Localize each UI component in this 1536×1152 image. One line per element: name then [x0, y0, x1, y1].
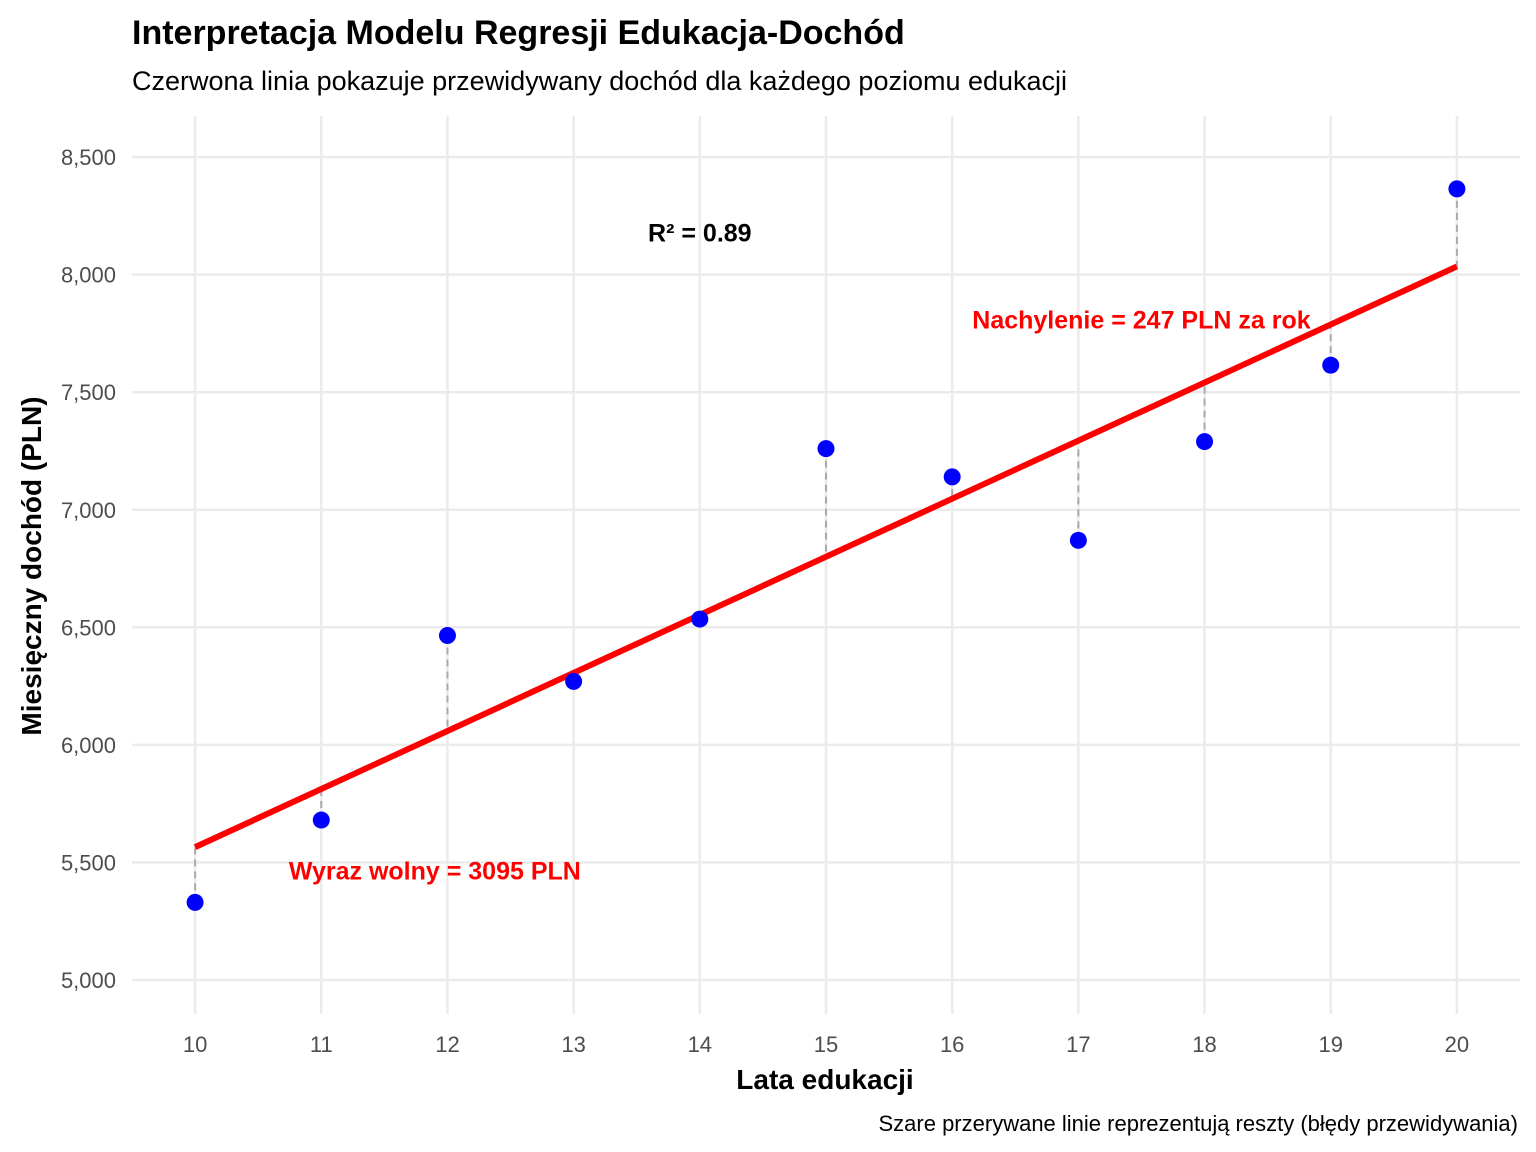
data-point [438, 627, 456, 645]
x-tick-label: 13 [561, 1032, 585, 1057]
data-point [565, 672, 583, 690]
x-tick-label: 18 [1192, 1032, 1216, 1057]
y-tick-label: 7,500 [61, 380, 116, 405]
data-point [1069, 531, 1087, 549]
x-axis-title: Lata edukacji [736, 1064, 913, 1095]
y-tick-label: 8,000 [61, 263, 116, 288]
annotation-label: R² = 0.89 [648, 219, 752, 247]
x-tick-label: 20 [1445, 1032, 1469, 1057]
data-point [312, 811, 330, 829]
y-tick-label: 6,000 [61, 733, 116, 758]
chart-subtitle: Czerwona linia pokazuje przewidywany doc… [132, 66, 1067, 96]
x-tick-label: 15 [814, 1032, 838, 1057]
data-point [817, 440, 835, 458]
y-tick-label: 5,000 [61, 968, 116, 993]
data-points [186, 180, 1466, 911]
chart-title: Interpretacja Modelu Regresji Edukacja-D… [132, 14, 905, 52]
chart-caption: Szare przerywane linie reprezentują resz… [878, 1111, 1518, 1136]
x-tick-label: 14 [688, 1032, 712, 1057]
y-axis-title: Miesięczny dochód (PLN) [16, 396, 47, 735]
data-point [1322, 356, 1340, 374]
data-point [1196, 433, 1214, 451]
residual-lines [194, 188, 1458, 903]
data-point [943, 468, 961, 486]
y-tick-label: 5,500 [61, 850, 116, 875]
x-tick-label: 10 [183, 1032, 207, 1057]
x-tick-label: 19 [1318, 1032, 1342, 1057]
regression-line-group [193, 263, 1459, 850]
x-tick-label: 12 [435, 1032, 459, 1057]
y-tick-label: 8,500 [61, 145, 116, 170]
data-point [186, 893, 204, 911]
x-tick-label: 16 [940, 1032, 964, 1057]
annotation-label: Nachylenie = 247 PLN za rok [972, 306, 1310, 334]
x-axis-ticks: 10 11 12 13 14 15 16 17 18 19 20 [183, 1032, 1469, 1057]
annotation-label: Wyraz wolny = 3095 PLN [289, 858, 581, 886]
regression-line [193, 263, 1459, 850]
x-tick-label: 17 [1066, 1032, 1090, 1057]
annotations: R² = 0.89 Nachylenie = 247 PLN za rok Wyra… [289, 219, 1311, 885]
y-tick-label: 6,500 [61, 615, 116, 640]
y-tick-label: 7,000 [61, 498, 116, 523]
x-tick-label: 11 [310, 1032, 333, 1057]
y-axis-ticks: 5,000 5,500 6,000 6,500 7,000 7,500 8,000 8,500 [61, 145, 116, 993]
data-point [1448, 180, 1466, 198]
data-point [691, 610, 709, 628]
